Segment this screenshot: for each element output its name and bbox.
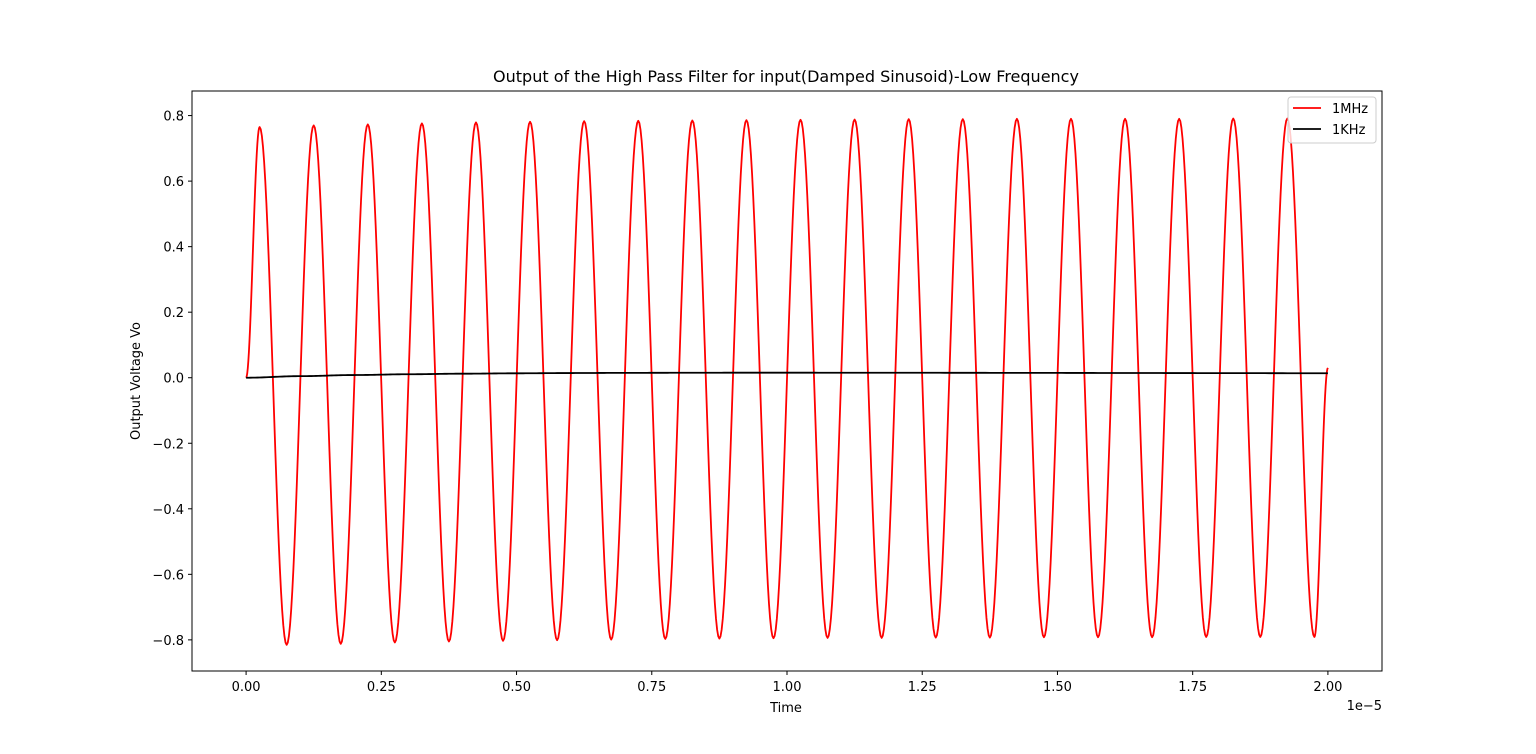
x-tick-label: 1.50 — [1043, 680, 1072, 695]
x-tick-label: 1.25 — [908, 680, 937, 695]
y-tick-label: 0.8 — [163, 110, 184, 125]
x-axis: 0.00 0.25 0.50 0.75 1.00 1.25 1.50 1.75 2.00 — [232, 671, 1342, 695]
y-axis-label: Output Voltage Vo — [129, 322, 144, 440]
x-tick-label: 2.00 — [1313, 680, 1342, 695]
series-line-1mhz — [245, 117, 1329, 646]
y-tick-label: −0.6 — [152, 568, 184, 583]
x-tick-label: 0.00 — [232, 680, 261, 695]
x-tick-label: 0.75 — [637, 680, 666, 695]
y-tick-label: 0.2 — [163, 306, 184, 321]
x-tick-label: 0.25 — [367, 680, 396, 695]
y-tick-label: 0.6 — [163, 175, 184, 190]
y-axis: −0.8 −0.6 −0.4 −0.2 0.0 0.2 0.4 0.6 0.8 — [152, 110, 192, 649]
legend-label: 1KHz — [1332, 123, 1366, 138]
x-axis-label: Time — [769, 701, 802, 716]
y-tick-label: 0.0 — [163, 372, 184, 387]
x-tick-label: 1.75 — [1178, 680, 1207, 695]
y-tick-label: −0.2 — [152, 437, 184, 452]
y-tick-label: −0.8 — [152, 634, 184, 649]
x-offset-label: 1e−5 — [1347, 699, 1382, 714]
series-layer — [245, 117, 1329, 646]
series-line-1khz — [246, 371, 1328, 379]
legend-label: 1MHz — [1332, 102, 1368, 117]
x-tick-label: 1.00 — [773, 680, 802, 695]
legend: 1MHz 1KHz — [1287, 96, 1377, 144]
y-tick-label: −0.4 — [152, 503, 184, 518]
y-tick-label: 0.4 — [163, 241, 184, 256]
x-tick-label: 0.50 — [502, 680, 531, 695]
chart-title: Output of the High Pass Filter for input… — [493, 67, 1079, 86]
